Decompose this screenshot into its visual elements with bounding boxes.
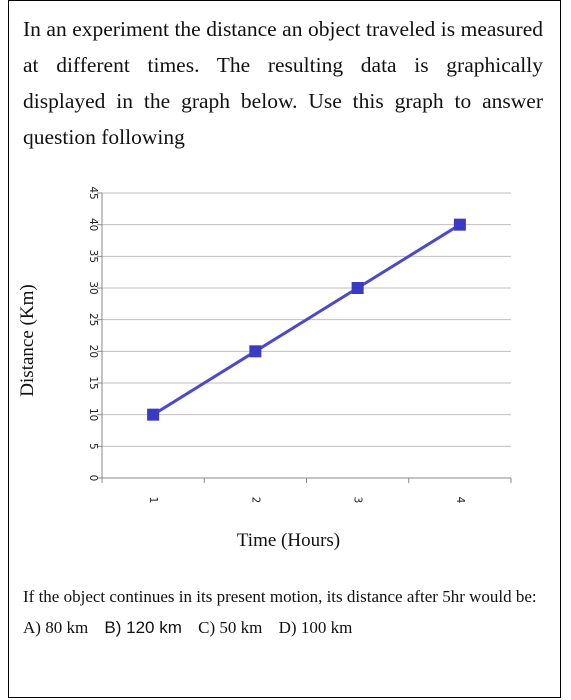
- distance-time-chart: 0 5 10 15 20 25 30 35 40 45 1 2 3 4 Distance (Km) Ti…: [17, 186, 512, 551]
- y-tick-labels: 0 5 10 15 20 25 30 35 40 45: [87, 186, 99, 481]
- option-d[interactable]: D) 100 km: [278, 618, 353, 637]
- option-a[interactable]: A) 80 km: [23, 618, 89, 637]
- y-tick-label-15: 15: [87, 376, 99, 389]
- data-point-1: [147, 408, 160, 421]
- y-tick-label-25: 25: [87, 313, 99, 326]
- x-tick-label-4: 4: [454, 497, 466, 504]
- option-b[interactable]: B) 120 km: [104, 618, 182, 637]
- option-c[interactable]: C) 50 km: [198, 618, 263, 637]
- y-tick-label-20: 20: [87, 345, 99, 358]
- y-tick-label-5: 5: [87, 443, 99, 450]
- data-series: [147, 218, 466, 421]
- question-text: If the object continues in its present m…: [23, 587, 537, 606]
- question-card: In an experiment the distance an object …: [8, 0, 561, 698]
- y-axis-title: Distance (Km): [17, 284, 38, 396]
- x-tick-label-2: 2: [249, 497, 261, 504]
- data-point-4: [453, 218, 466, 231]
- y-tick-label-35: 35: [87, 250, 99, 263]
- axes: [97, 192, 512, 483]
- y-tick-label-30: 30: [87, 281, 99, 294]
- intro-paragraph: In an experiment the distance an object …: [23, 17, 543, 149]
- x-axis-title: Time (Hours): [237, 530, 340, 551]
- x-tick-label-3: 3: [352, 497, 364, 504]
- x-tick-label-1: 1: [147, 497, 159, 504]
- question-block: If the object continues in its present m…: [23, 581, 543, 643]
- data-point-2: [249, 345, 262, 358]
- y-tick-label-0: 0: [87, 475, 99, 482]
- y-tick-label-45: 45: [87, 186, 99, 199]
- data-point-3: [351, 282, 364, 294]
- x-tick-labels: 1 2 3 4: [147, 497, 466, 504]
- y-tick-label-10: 10: [87, 408, 99, 421]
- series-line: [152, 223, 461, 416]
- y-tick-label-40: 40: [87, 218, 99, 231]
